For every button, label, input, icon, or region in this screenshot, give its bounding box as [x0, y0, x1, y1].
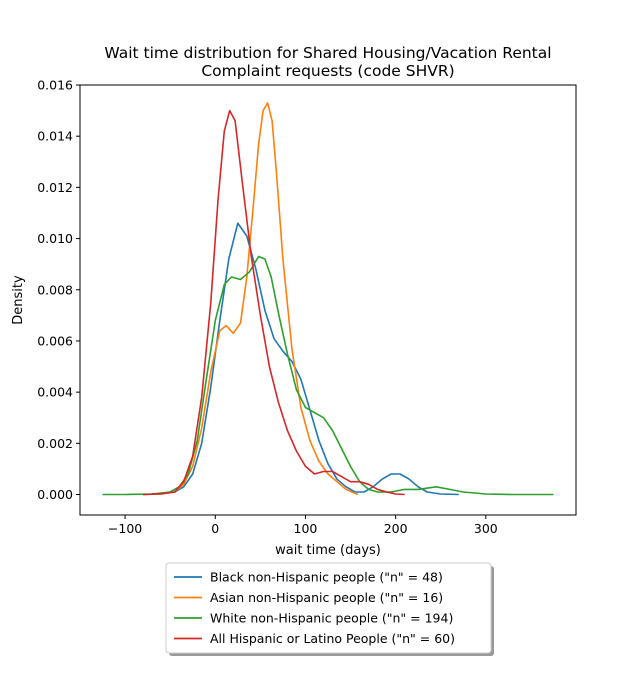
chart-title-line1: Wait time distribution for Shared Housin…: [104, 44, 551, 62]
y-tick-label-4: 0.008: [37, 282, 73, 297]
y-tick-label-3: 0.006: [37, 333, 73, 348]
y-tick-label-8: 0.016: [37, 78, 73, 93]
x-tick-label-1: 0: [211, 521, 219, 536]
chart-title-line2: Complaint requests (code SHVR): [201, 62, 454, 80]
legend-label-2: White non-Hispanic people ("n" = 194): [210, 611, 453, 626]
plot-area: −100 0 100 200 300 0.000 0.002 0.004 0.006 0.008 0…: [37, 78, 577, 536]
y-tick-label-6: 0.012: [37, 180, 73, 195]
legend-label-1: Asian non-Hispanic people ("n" = 16): [210, 590, 443, 605]
x-tick-label-2: 100: [294, 521, 318, 536]
legend-box: [165, 562, 492, 654]
legend-label-3: All Hispanic or Latino People ("n" = 60): [210, 631, 455, 646]
x-axis-label: wait time (days): [275, 543, 381, 558]
legend: Black non-Hispanic people ("n" = 48) Asia…: [165, 562, 494, 656]
x-tick-label-0: −100: [108, 521, 142, 536]
x-tick-label-4: 300: [474, 521, 498, 536]
series-line-3: [143, 109, 405, 496]
x-tick-label-3: 200: [384, 521, 408, 536]
series-line-1: [143, 102, 359, 496]
y-axis-label: Density: [11, 275, 26, 325]
legend-label-0: Black non-Hispanic people ("n" = 48): [210, 570, 443, 585]
y-tick-label-2: 0.004: [37, 385, 73, 400]
series-line-2: [102, 255, 554, 496]
y-tick-label-7: 0.014: [37, 129, 73, 144]
axes-frame: [79, 84, 577, 516]
y-tick-label-5: 0.010: [37, 231, 73, 246]
y-tick-label-1: 0.002: [37, 436, 73, 451]
y-tick-label-0: 0.000: [37, 487, 73, 502]
series-line-0: [143, 222, 459, 496]
